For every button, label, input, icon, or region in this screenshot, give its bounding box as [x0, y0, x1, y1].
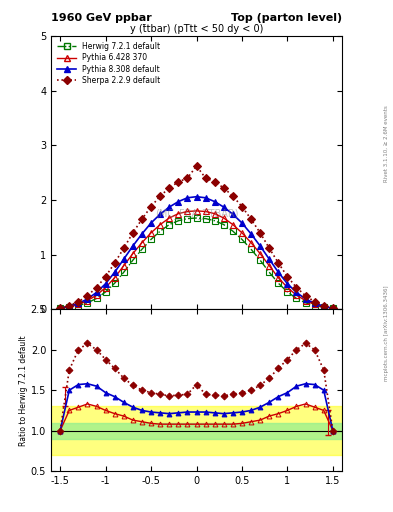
Text: Top (parton level): Top (parton level) — [231, 13, 342, 23]
Text: Rivet 3.1.10, ≥ 2.6M events: Rivet 3.1.10, ≥ 2.6M events — [384, 105, 389, 182]
Text: 1960 GeV ppbar: 1960 GeV ppbar — [51, 13, 152, 23]
Bar — [51, 422, 342, 439]
Title: y (t̄tbar) (pTtt < 50 dy < 0): y (t̄tbar) (pTtt < 50 dy < 0) — [130, 24, 263, 34]
Text: (MC_FBA_TTBAR): (MC_FBA_TTBAR) — [155, 208, 238, 219]
Legend: Herwig 7.2.1 default, Pythia 6.428 370, Pythia 8.308 default, Sherpa 2.2.9 defau: Herwig 7.2.1 default, Pythia 6.428 370, … — [55, 39, 163, 87]
Bar — [51, 407, 342, 455]
Text: mcplots.cern.ch [arXiv:1306.3436]: mcplots.cern.ch [arXiv:1306.3436] — [384, 285, 389, 380]
Y-axis label: Ratio to Herwig 7.2.1 default: Ratio to Herwig 7.2.1 default — [19, 335, 28, 445]
